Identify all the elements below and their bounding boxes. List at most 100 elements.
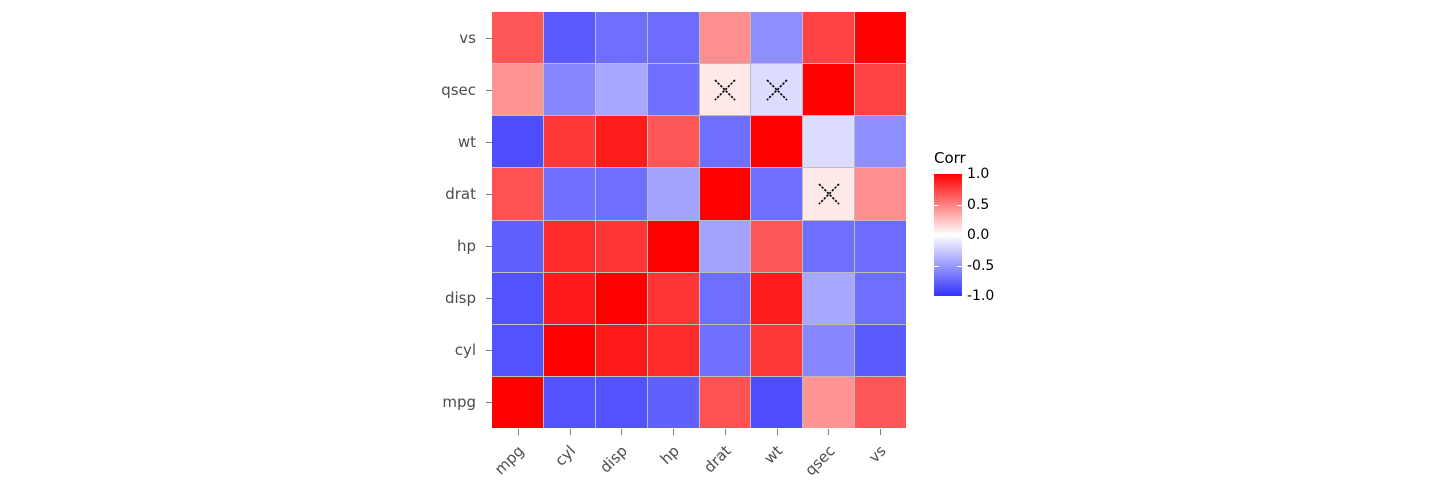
heatmap-cell <box>751 64 803 116</box>
insignificant-x-icon <box>816 181 842 207</box>
heatmap-cell <box>751 376 803 428</box>
heatmap-cell <box>803 272 855 324</box>
heatmap-cell <box>543 220 595 272</box>
y-axis-label-vs: vs <box>459 29 476 47</box>
heatmap-cell <box>543 168 595 220</box>
heatmap-cell <box>699 376 751 428</box>
x-axis-label-slot: qsec <box>800 437 855 481</box>
x-axis-label-slot: disp <box>596 437 648 481</box>
x-axis-label-slot: hp <box>647 437 699 481</box>
legend-tick-label: -1.0 <box>967 288 995 304</box>
heatmap-cell <box>543 324 595 376</box>
heatmap-cell <box>699 272 751 324</box>
heatmap-cell <box>647 272 699 324</box>
x-axis-tick-qsec <box>803 429 855 436</box>
y-axis-tick-qsec <box>485 64 492 116</box>
heatmap-cell <box>751 220 803 272</box>
x-axis-label-hp: hp <box>656 441 684 469</box>
y-axis-labels: vs qsec wt drat hp disp cyl mpg <box>380 12 480 428</box>
heatmap-cell <box>803 324 855 376</box>
y-axis-tick-vs <box>485 12 492 64</box>
x-axis-label-slot: drat <box>699 437 751 481</box>
y-axis-label-mpg: mpg <box>442 393 476 411</box>
heatmap-cell <box>647 376 699 428</box>
heatmap-cell <box>855 272 906 324</box>
heatmap-cell <box>595 168 647 220</box>
heatmap-cell <box>492 64 543 116</box>
x-axis-label-disp: disp <box>596 441 632 477</box>
x-axis-label-slot: vs <box>854 437 906 481</box>
heatmap-cell <box>647 64 699 116</box>
heatmap-cell <box>492 376 543 428</box>
heatmap-cell <box>855 324 906 376</box>
x-axis-label-wt: wt <box>760 441 787 468</box>
legend-gradient <box>934 174 962 296</box>
heatmap-cell <box>595 272 647 324</box>
heatmap-cell <box>699 116 751 168</box>
heatmap-cell <box>492 272 543 324</box>
heatmap-cell <box>595 64 647 116</box>
x-axis-label-qsec: qsec <box>800 441 839 480</box>
heatmap-cell <box>751 324 803 376</box>
heatmap-cell <box>855 168 906 220</box>
heatmap-cell <box>803 64 855 116</box>
heatmap-cell <box>543 272 595 324</box>
y-axis-tick-mpg <box>485 376 492 428</box>
x-axis-tick-cyl <box>544 429 596 436</box>
heatmap-cell <box>595 116 647 168</box>
heatmap-cell <box>543 12 595 64</box>
heatmap-cell <box>803 168 855 220</box>
x-axis-label-mpg: mpg <box>491 441 528 479</box>
heatmap-cell <box>803 220 855 272</box>
heatmap-cell <box>855 64 906 116</box>
heatmap-cell <box>543 376 595 428</box>
heatmap-cell <box>699 220 751 272</box>
y-axis-label-hp: hp <box>456 237 476 255</box>
x-axis-tick-vs <box>854 429 906 436</box>
x-axis-tick-drat <box>699 429 751 436</box>
x-axis-labels: mpg cyl disp hp drat wt qsec vs <box>491 437 906 481</box>
legend-tick-label: 1.0 <box>967 166 990 182</box>
heatmap-panel <box>492 12 906 428</box>
heatmap-cell <box>699 324 751 376</box>
heatmap-cell <box>492 168 543 220</box>
y-axis-tick-cyl <box>485 324 492 376</box>
x-axis-ticks <box>492 429 906 436</box>
y-axis-label-disp: disp <box>444 289 476 307</box>
heatmap-cell <box>647 220 699 272</box>
legend-body: 1.0 0.5 0.0 -0.5 -1.0 <box>933 167 1053 303</box>
heatmap-cell <box>492 116 543 168</box>
y-axis-ticks <box>485 12 492 428</box>
heatmap-cell <box>803 116 855 168</box>
heatmap-cell <box>492 220 543 272</box>
y-axis-label-wt: wt <box>457 133 476 151</box>
x-axis-tick-hp <box>647 429 699 436</box>
heatmap-cell <box>751 116 803 168</box>
x-axis-tick-disp <box>596 429 648 436</box>
heatmap-cell <box>647 116 699 168</box>
heatmap-cell <box>699 12 751 64</box>
heatmap-cell <box>803 12 855 64</box>
heatmap-cell <box>492 12 543 64</box>
legend-title: Corr <box>934 149 966 167</box>
x-axis-label-cyl: cyl <box>551 441 580 470</box>
heatmap-cell <box>595 324 647 376</box>
insignificant-x-icon <box>712 77 738 103</box>
heatmap-cell <box>751 272 803 324</box>
heatmap-cell <box>855 116 906 168</box>
x-axis-label-drat: drat <box>700 441 735 477</box>
heatmap-cell <box>595 220 647 272</box>
legend-tick-labels: 1.0 0.5 0.0 -0.5 -1.0 <box>967 167 1037 303</box>
legend-tick-label: 0.5 <box>967 196 990 213</box>
y-axis-tick-drat <box>485 168 492 220</box>
x-axis-tick-wt <box>751 429 803 436</box>
y-axis-label-cyl: cyl <box>454 341 476 359</box>
x-axis-label-slot: wt <box>751 437 803 481</box>
legend-tick-label: -0.5 <box>967 257 995 274</box>
heatmap-cell <box>751 168 803 220</box>
x-axis-tick-mpg <box>492 429 544 436</box>
heatmap-cell <box>492 324 543 376</box>
y-axis-tick-wt <box>485 116 492 168</box>
legend: Corr 1.0 0.5 0.0 -0.5 -1.0 <box>933 149 1053 303</box>
insignificant-x-icon <box>764 77 790 103</box>
